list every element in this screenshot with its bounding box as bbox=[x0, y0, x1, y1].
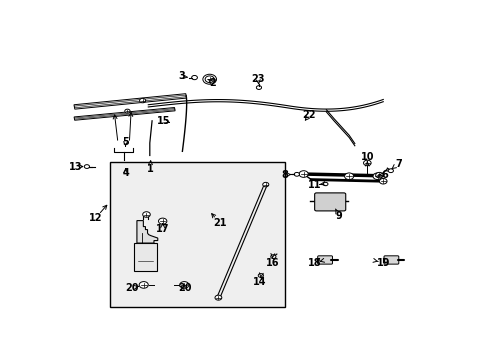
Circle shape bbox=[363, 160, 370, 166]
Text: 4: 4 bbox=[122, 168, 129, 179]
Text: 19: 19 bbox=[376, 258, 390, 268]
FancyBboxPatch shape bbox=[314, 193, 345, 211]
Text: 6: 6 bbox=[381, 170, 388, 180]
Circle shape bbox=[180, 282, 188, 288]
Polygon shape bbox=[74, 108, 175, 120]
Circle shape bbox=[124, 109, 130, 113]
Circle shape bbox=[142, 212, 150, 217]
Circle shape bbox=[256, 86, 261, 89]
Text: 9: 9 bbox=[335, 211, 342, 221]
Circle shape bbox=[344, 173, 353, 180]
Circle shape bbox=[84, 165, 89, 168]
Circle shape bbox=[270, 255, 275, 258]
FancyBboxPatch shape bbox=[317, 256, 332, 264]
Text: 23: 23 bbox=[251, 74, 264, 84]
Circle shape bbox=[323, 182, 327, 186]
Text: 16: 16 bbox=[265, 258, 278, 268]
Circle shape bbox=[215, 295, 222, 300]
Circle shape bbox=[158, 218, 166, 224]
Circle shape bbox=[205, 76, 214, 82]
Circle shape bbox=[139, 282, 148, 288]
Circle shape bbox=[299, 171, 307, 177]
Text: 20: 20 bbox=[178, 283, 192, 293]
Circle shape bbox=[387, 169, 393, 172]
Text: 17: 17 bbox=[156, 224, 169, 234]
FancyBboxPatch shape bbox=[110, 162, 284, 307]
Text: 8: 8 bbox=[281, 170, 287, 180]
Text: 15: 15 bbox=[156, 116, 170, 126]
Text: 13: 13 bbox=[69, 162, 82, 172]
Text: 14: 14 bbox=[253, 277, 266, 287]
Polygon shape bbox=[137, 221, 158, 243]
Polygon shape bbox=[74, 94, 186, 109]
Text: 3: 3 bbox=[178, 72, 184, 81]
Text: 7: 7 bbox=[394, 159, 401, 169]
Text: 5: 5 bbox=[122, 136, 129, 147]
Circle shape bbox=[258, 274, 263, 278]
Circle shape bbox=[372, 173, 381, 180]
FancyBboxPatch shape bbox=[134, 243, 156, 271]
Text: 1: 1 bbox=[146, 164, 153, 174]
Text: 10: 10 bbox=[360, 152, 373, 162]
Text: 18: 18 bbox=[307, 258, 321, 268]
Circle shape bbox=[191, 76, 197, 80]
Text: 21: 21 bbox=[212, 218, 226, 228]
Text: 12: 12 bbox=[88, 213, 102, 224]
Text: 2: 2 bbox=[209, 78, 216, 89]
Circle shape bbox=[375, 172, 383, 178]
FancyBboxPatch shape bbox=[383, 256, 398, 264]
Circle shape bbox=[139, 98, 145, 103]
Text: 20: 20 bbox=[125, 283, 139, 293]
Circle shape bbox=[294, 172, 299, 176]
Circle shape bbox=[262, 183, 268, 187]
Text: 22: 22 bbox=[302, 110, 315, 120]
Circle shape bbox=[203, 74, 216, 84]
Circle shape bbox=[379, 179, 386, 184]
Text: 11: 11 bbox=[307, 180, 321, 190]
